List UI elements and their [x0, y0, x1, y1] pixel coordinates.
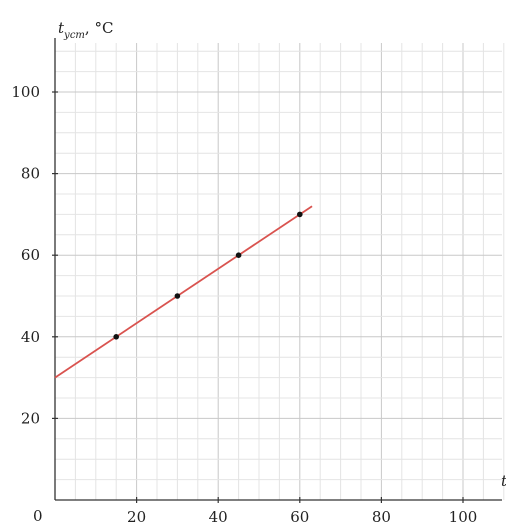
origin-label: 0 — [33, 507, 43, 525]
data-point — [174, 293, 181, 299]
fit-line-group — [54, 205, 313, 379]
x-axis-label: t — [501, 472, 506, 490]
y-axis-label-symbol: t — [58, 19, 65, 37]
y-axis-label-subscript: уст — [63, 30, 85, 41]
y-axis-label: tуст, °C — [58, 19, 113, 41]
y-tick-label: 100 — [11, 83, 40, 101]
y-tick-label: 20 — [21, 409, 40, 427]
y-axis-label-unit: , °C — [85, 19, 114, 37]
y-tick-label: 80 — [21, 165, 40, 183]
data-point — [297, 211, 303, 218]
x-tick-label: 100 — [449, 508, 478, 526]
x-tick-label: 20 — [127, 508, 146, 526]
x-tick-label: 80 — [372, 508, 391, 526]
grid — [55, 43, 505, 500]
y-tick-label: 40 — [21, 328, 40, 346]
tick-labels: 20 40 60 80 100 20 40 60 80 100 — [11, 83, 477, 526]
fit-line — [54, 205, 313, 379]
data-point — [235, 252, 242, 258]
data-point — [113, 334, 119, 340]
x-tick-label: 60 — [290, 508, 309, 526]
axes — [54, 38, 502, 501]
y-tick-label: 60 — [21, 246, 40, 264]
data-points — [113, 211, 303, 340]
x-tick-label: 40 — [209, 508, 228, 526]
